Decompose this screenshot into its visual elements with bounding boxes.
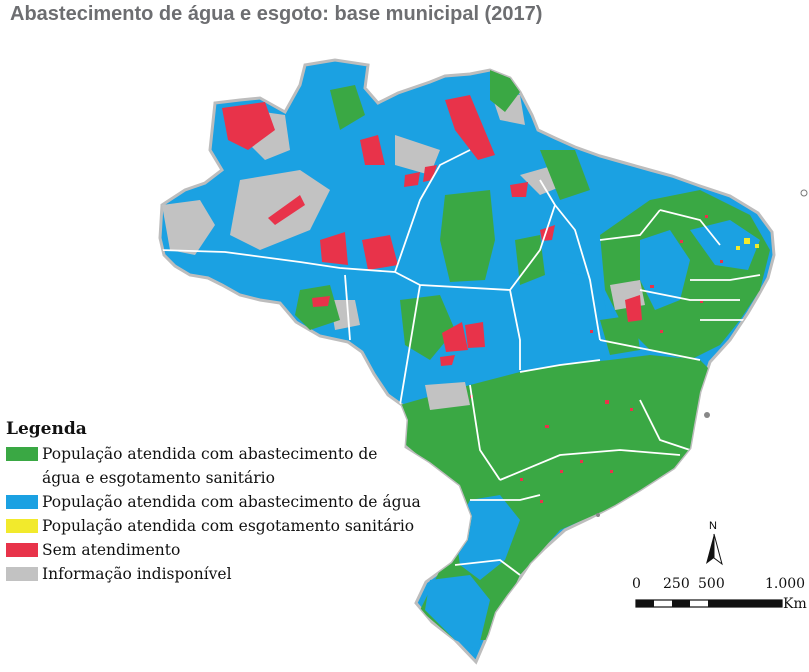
region-red-amazonas-4 <box>362 235 398 270</box>
region-red-amazonas-3 <box>320 232 348 265</box>
legend-swatch-green <box>6 447 38 461</box>
island-1 <box>800 189 808 197</box>
island-2 <box>704 412 710 418</box>
legend-label-line: Informação indisponível <box>42 565 232 583</box>
scale-labels: 0 250 500 1.000 <box>630 576 805 596</box>
legend-label-line: População atendida com esgotamento sanit… <box>42 517 415 535</box>
municipal-regions <box>160 70 770 650</box>
legend-label-line: Sem atendimento <box>42 541 181 559</box>
legend-swatch-blue <box>6 495 38 509</box>
region-red-piaui <box>625 295 642 322</box>
scale-tick-500: 500 <box>698 576 725 592</box>
region-gray-west <box>162 200 215 255</box>
legend-label-line: água e esgotamento sanitário <box>42 469 275 487</box>
north-label: N <box>709 520 717 532</box>
region-green-amapa <box>490 70 520 112</box>
legend-item-no-service: Sem atendimento <box>6 538 426 562</box>
scale-and-north: N 0 250 500 1.000 Km <box>630 520 807 620</box>
legend-swatch-red <box>6 543 38 557</box>
legend-swatch-gray <box>6 567 38 581</box>
region-red-mato-grosso-2 <box>465 322 485 348</box>
region-blue-northeast-strip <box>640 230 690 310</box>
region-blue-northeast-coast <box>690 220 760 270</box>
legend-swatch-yellow <box>6 519 38 533</box>
legend-item-sewage: População atendida com esgotamento sanit… <box>6 514 426 538</box>
region-gray-center-1 <box>425 382 470 410</box>
region-red-para-2 <box>404 172 420 187</box>
region-green-bahia <box>600 315 640 355</box>
legend-label-line: População atendida com abastecimento de <box>42 445 378 463</box>
scale-tick-250: 250 <box>663 576 690 592</box>
legend-title: Legenda <box>6 419 87 439</box>
region-red-amazonas-1 <box>222 102 275 150</box>
island-3 <box>596 513 600 517</box>
region-red-para-3 <box>423 165 437 182</box>
yellow-specks <box>736 238 759 250</box>
region-red-mato-grosso <box>442 322 468 352</box>
region-red-rondonia <box>312 296 330 307</box>
scale-tick-1000: 1.000 <box>765 576 806 592</box>
region-red-para-4 <box>510 182 528 197</box>
region-green-roraima <box>330 85 365 130</box>
legend-item-water: População atendida com abastecimento de … <box>6 490 426 514</box>
legend-item-unavailable: Informação indisponível <box>6 562 426 586</box>
region-green-mato-grosso <box>400 295 455 360</box>
legend: Legenda População atendida com abastecim… <box>6 419 426 586</box>
red-specks <box>470 215 723 503</box>
map-title: Abastecimento de água e esgoto: base mun… <box>10 3 543 25</box>
region-red-para-1 <box>445 95 495 160</box>
legend-label-line: População atendida com abastecimento de … <box>42 493 421 511</box>
region-gray-center-2 <box>330 300 360 330</box>
region-blue-center-east <box>520 270 610 365</box>
region-green-maranhao <box>540 150 590 200</box>
legend-item-water-and-sewage: População atendida com abastecimento de … <box>6 442 426 490</box>
scale-unit: Km <box>783 596 807 612</box>
region-gray-north-2 <box>395 135 440 175</box>
region-green-para <box>440 190 495 282</box>
region-red-roraima <box>360 135 385 165</box>
region-blue-far-south <box>425 575 490 650</box>
region-red-amazonas-2 <box>268 195 305 225</box>
region-red-center <box>440 355 455 366</box>
scale-bar-icon <box>635 599 783 608</box>
scale-tick-0: 0 <box>632 576 641 592</box>
state-borders <box>160 149 761 576</box>
north-arrow-icon <box>706 533 723 566</box>
